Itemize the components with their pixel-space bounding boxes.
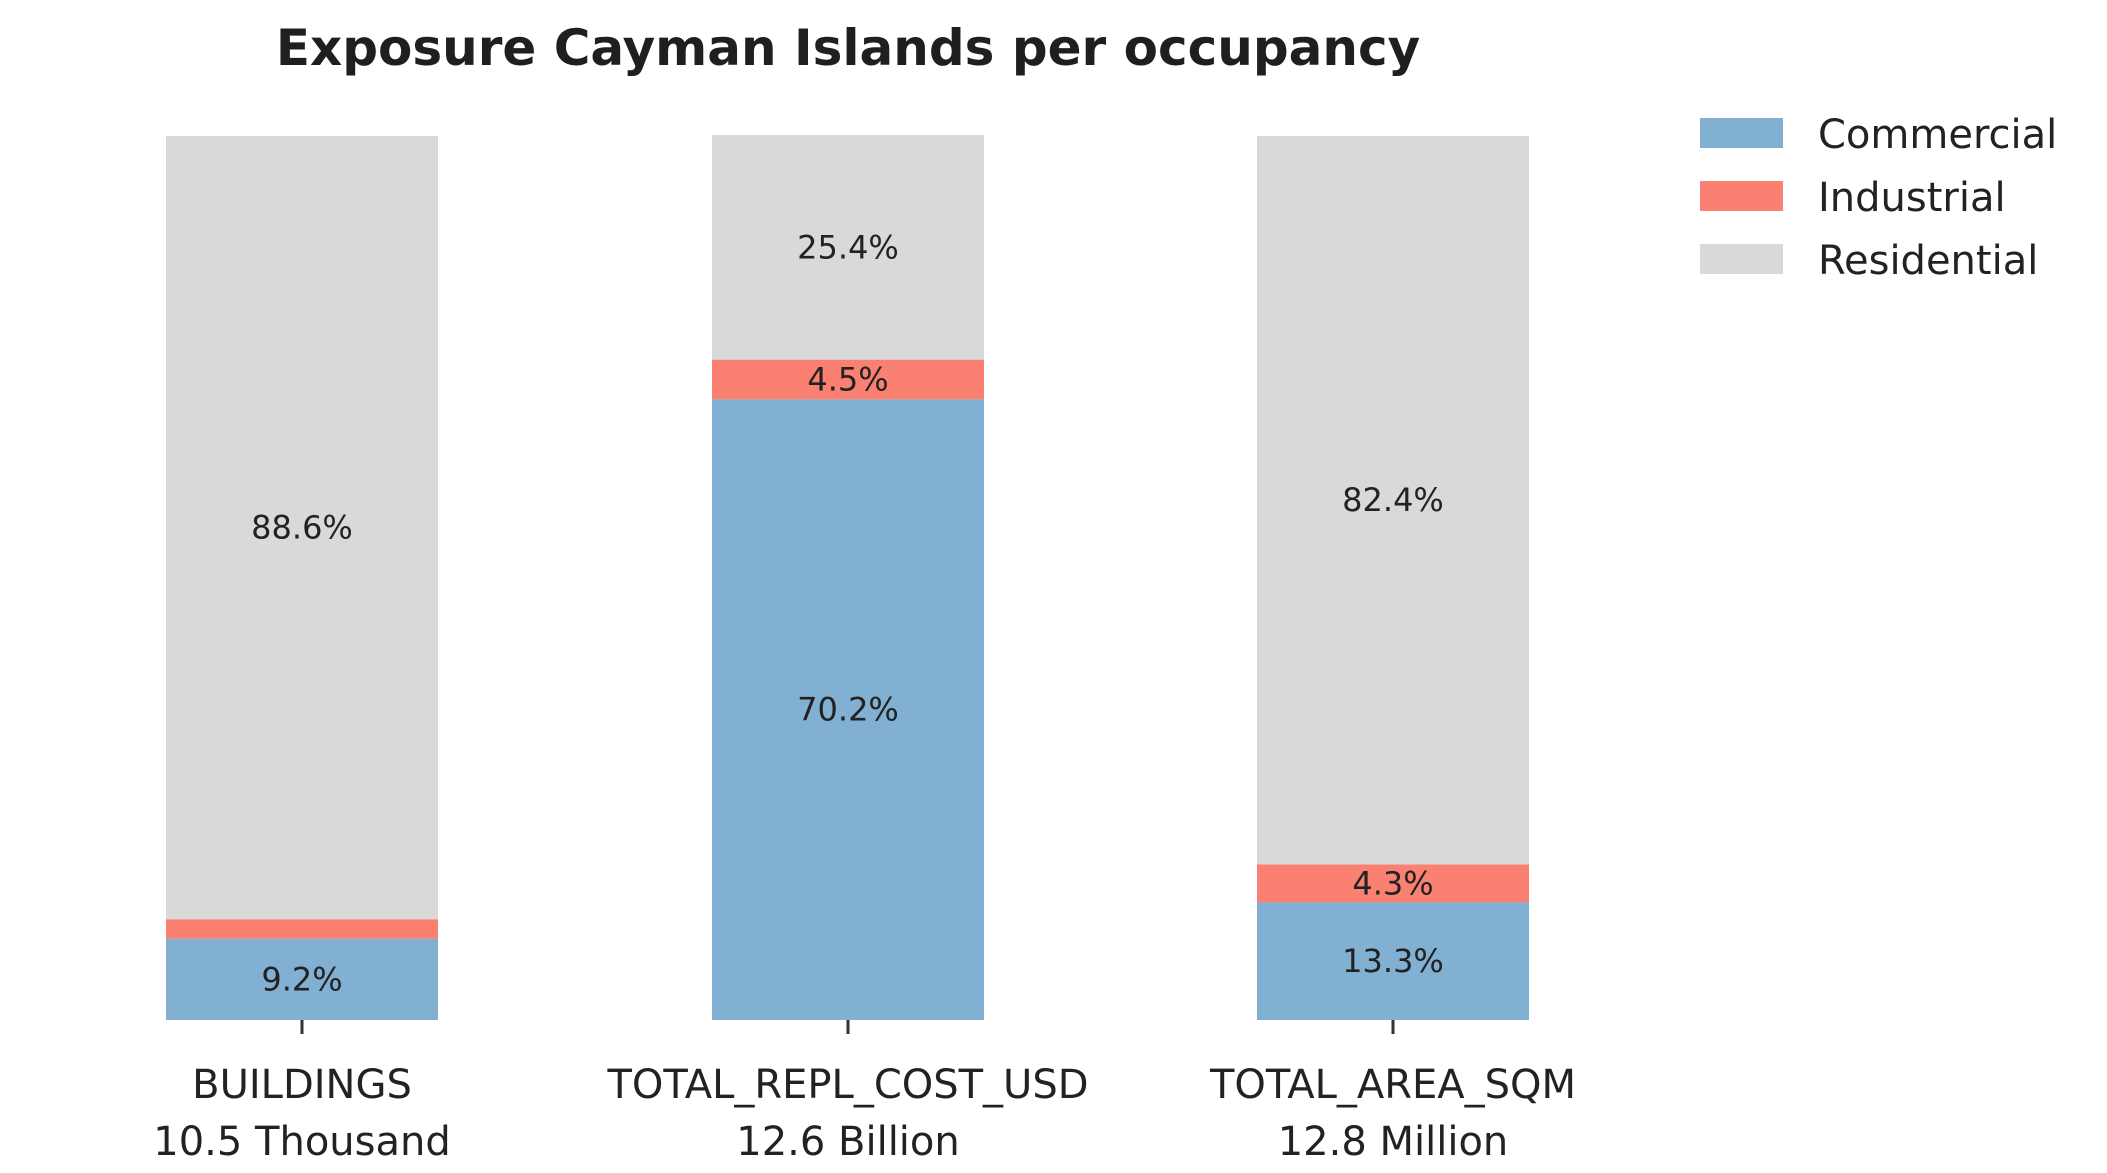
bar-stack-total-repl-cost-usd: 70.2% 4.5% 25.4% — [712, 135, 984, 1020]
x-tick-label-buildings: BUILDINGS — [192, 1062, 412, 1108]
x-tick-total-total-repl-cost-usd: 12.6 Billion — [736, 1119, 960, 1165]
bar-segment-residential-buildings — [166, 136, 438, 920]
x-tick-label-total-area-sqm: TOTAL_AREA_SQM — [1209, 1062, 1576, 1108]
x-tick-label-total-repl-cost-usd: TOTAL_REPL_COST_USD — [606, 1062, 1088, 1108]
bar-segment-industrial-buildings — [166, 919, 438, 939]
bar-segment-residential-total-repl-cost-usd — [712, 135, 984, 360]
legend-swatch-industrial — [1700, 181, 1783, 211]
data-label-residential-total-repl-cost-usd: 25.4% — [797, 228, 899, 266]
x-tick-total-buildings: 10.5 Thousand — [153, 1119, 450, 1165]
bars-layer: 9.2% 88.6% 70.2% 4.5% 25.4% 13.3% 4.3% 82.4% — [166, 135, 1529, 1020]
legend-item-residential: Residential — [1700, 238, 2038, 284]
chart-title: Exposure Cayman Islands per occupancy — [276, 19, 1420, 77]
legend-swatch-commercial — [1700, 118, 1783, 148]
bar-segment-industrial-total-repl-cost-usd — [712, 359, 984, 400]
x-axis: BUILDINGS 10.5 Thousand TOTAL_REPL_COST_US… — [153, 1020, 1576, 1165]
legend-item-industrial: Industrial — [1700, 175, 2006, 221]
x-tick-total-total-area-sqm: 12.8 Million — [1278, 1119, 1509, 1165]
bar-segment-industrial-total-area-sqm — [1257, 864, 1529, 903]
legend-label-commercial: Commercial — [1818, 112, 2057, 158]
data-label-commercial-buildings: 9.2% — [261, 960, 342, 998]
legend-item-commercial: Commercial — [1700, 112, 2057, 158]
legend-swatch-residential — [1700, 244, 1783, 274]
bar-segment-commercial-total-repl-cost-usd — [712, 399, 984, 1020]
bar-segment-residential-total-area-sqm — [1257, 136, 1529, 865]
data-label-commercial-total-repl-cost-usd: 70.2% — [797, 691, 899, 729]
legend-label-residential: Residential — [1818, 238, 2038, 284]
legend-label-industrial: Industrial — [1818, 175, 2006, 221]
legend: Commercial Industrial Residential — [1700, 112, 2057, 284]
data-label-industrial-total-area-sqm: 4.3% — [1352, 864, 1433, 902]
bar-stack-buildings: 9.2% 88.6% — [166, 136, 438, 1020]
data-label-residential-total-area-sqm: 82.4% — [1342, 481, 1444, 519]
bar-segment-commercial-buildings — [166, 938, 438, 1020]
bar-stack-total-area-sqm: 13.3% 4.3% 82.4% — [1257, 136, 1529, 1020]
data-label-residential-buildings: 88.6% — [251, 509, 353, 547]
data-label-commercial-total-area-sqm: 13.3% — [1342, 942, 1444, 980]
bar-segment-commercial-total-area-sqm — [1257, 902, 1529, 1020]
data-label-industrial-total-repl-cost-usd: 4.5% — [807, 361, 888, 399]
